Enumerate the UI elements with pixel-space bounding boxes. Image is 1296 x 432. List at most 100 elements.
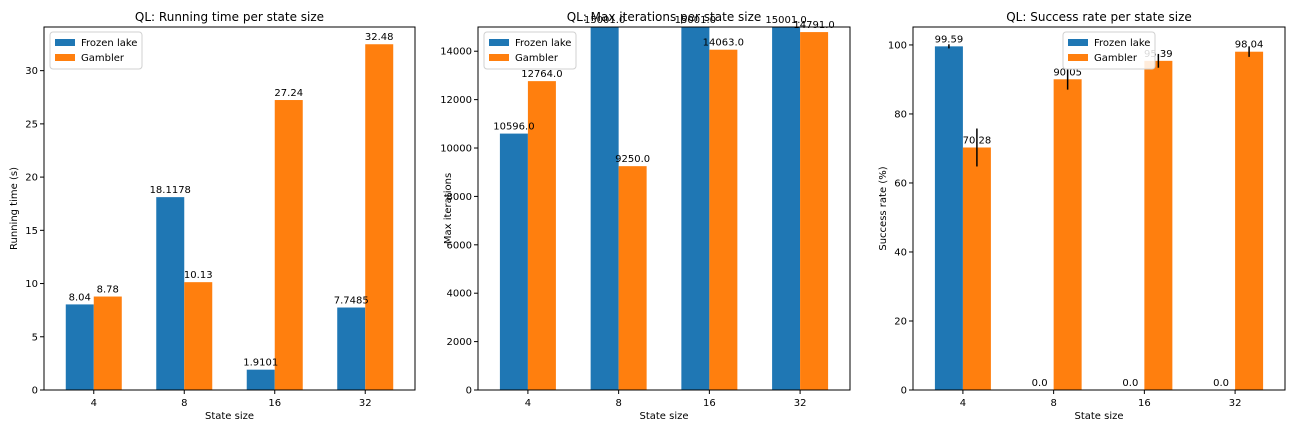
bar (1053, 79, 1082, 391)
bar (590, 27, 619, 390)
data-label: 14791.0 (793, 20, 834, 31)
data-label: 10596.0 (493, 122, 534, 133)
data-label: 12764.0 (521, 69, 562, 80)
y-tick-label: 0 (901, 386, 907, 397)
y-tick-label: 5 (32, 332, 38, 343)
data-label: 18.1178 (150, 185, 191, 196)
y-tick-label: 0 (32, 386, 38, 397)
bar (962, 147, 991, 390)
chart-1: 8.04 18.1178 1.9101 7.7485 8.78 10.13 27.24 32.… (9, 10, 416, 422)
x-tick-label: 4 (525, 398, 531, 409)
data-label: 1.9101 (243, 358, 278, 369)
plot-frame (477, 26, 851, 391)
chart-title: QL: Running time per state size (135, 10, 324, 24)
legend-swatch (489, 39, 509, 46)
data-label: 0.0 (1213, 378, 1229, 389)
x-tick-label: 16 (703, 398, 716, 409)
bar (681, 27, 710, 390)
x-tick-label: 32 (794, 398, 807, 409)
legend-swatch (55, 54, 75, 61)
x-tick-label: 8 (1050, 398, 1056, 409)
bar (184, 282, 213, 390)
y-tick-label: 25 (25, 119, 38, 130)
x-tick-label: 4 (960, 398, 966, 409)
legend: Frozen lake Gambler (1062, 31, 1156, 70)
chart-2: 10596.0 15001.0 15001.0 15001.0 12764.0 9250.… (440, 10, 851, 422)
data-label: 7.7485 (334, 296, 369, 307)
legend-swatch (489, 54, 509, 61)
data-label: 27.24 (274, 88, 303, 99)
data-label: 14063.0 (703, 38, 744, 49)
chart-title: QL: Success rate per state size (1006, 10, 1192, 24)
data-label: 10.13 (184, 270, 213, 281)
legend-label: Gambler (81, 53, 125, 64)
bar (709, 49, 738, 390)
y-axis-label: Max iterations (443, 173, 454, 244)
y-tick-label: 60 (894, 178, 907, 189)
y-tick-label: 40 (894, 247, 907, 258)
y-tick-label: 8000 (447, 192, 472, 203)
chart-title: QL: Max iterations per state size (567, 10, 762, 24)
bar (618, 166, 647, 390)
data-label: 98.04 (1235, 40, 1264, 51)
x-axis-label: State size (205, 411, 254, 422)
legend-swatch (1068, 39, 1088, 46)
x-tick-label: 4 (91, 398, 97, 409)
bar (246, 369, 275, 390)
bar (93, 296, 122, 390)
y-axis-label: Success rate (%) (878, 166, 889, 250)
y-tick-label: 6000 (447, 240, 472, 251)
data-label: 15001.0 (675, 15, 716, 26)
y-tick-label: 100 (888, 40, 907, 51)
data-label: 9250.0 (615, 154, 650, 165)
legend-label: Gambler (1094, 53, 1138, 64)
bar (65, 304, 94, 390)
plot-frame (912, 26, 1286, 391)
x-axis-label: State size (1074, 411, 1123, 422)
x-tick-label: 16 (268, 398, 281, 409)
bar (337, 307, 366, 390)
legend-label: Frozen lake (81, 38, 137, 49)
y-tick-label: 12000 (440, 95, 472, 106)
data-label: 99.59 (935, 34, 964, 45)
x-tick-label: 8 (181, 398, 187, 409)
y-tick-label: 2000 (447, 337, 472, 348)
data-label: 15001.0 (584, 15, 625, 26)
data-label: 0.0 (1032, 378, 1048, 389)
data-label: 8.78 (97, 285, 119, 296)
legend: Frozen lake Gambler (483, 31, 577, 70)
bar (934, 46, 963, 391)
legend-label: Gambler (515, 53, 559, 64)
legend-swatch (1068, 54, 1088, 61)
legend-label: Frozen lake (515, 38, 571, 49)
bar (772, 27, 801, 390)
y-tick-label: 20 (25, 173, 38, 184)
data-label: 90.05 (1053, 67, 1082, 78)
y-tick-label: 0 (466, 386, 472, 397)
y-tick-label: 10 (25, 279, 38, 290)
bar (274, 100, 303, 390)
x-tick-label: 8 (615, 398, 621, 409)
data-label: 95.39 (1144, 49, 1173, 60)
bar (156, 197, 185, 390)
legend-swatch (55, 39, 75, 46)
bar (499, 133, 528, 391)
y-tick-label: 30 (25, 66, 38, 77)
x-tick-label: 32 (359, 398, 372, 409)
x-axis-label: State size (639, 411, 688, 422)
plot-frame (43, 26, 416, 391)
legend: Frozen lake Gambler (49, 31, 143, 70)
data-label: 8.04 (69, 292, 91, 303)
chart-3: 99.59 0.0 0.0 0.0 70.28 90.05 95.39 98.04 0 20 40 6… (878, 10, 1286, 422)
bar (800, 32, 829, 390)
y-axis-label: Running time (s) (9, 167, 20, 250)
y-tick-label: 20 (894, 316, 907, 327)
legend-label: Frozen lake (1094, 38, 1150, 49)
y-tick-label: 4000 (447, 289, 472, 300)
bar (527, 81, 556, 391)
x-tick-label: 32 (1229, 398, 1242, 409)
x-tick-label: 16 (1138, 398, 1151, 409)
data-label: 15001.0 (765, 15, 806, 26)
y-tick-label: 15 (25, 226, 38, 237)
